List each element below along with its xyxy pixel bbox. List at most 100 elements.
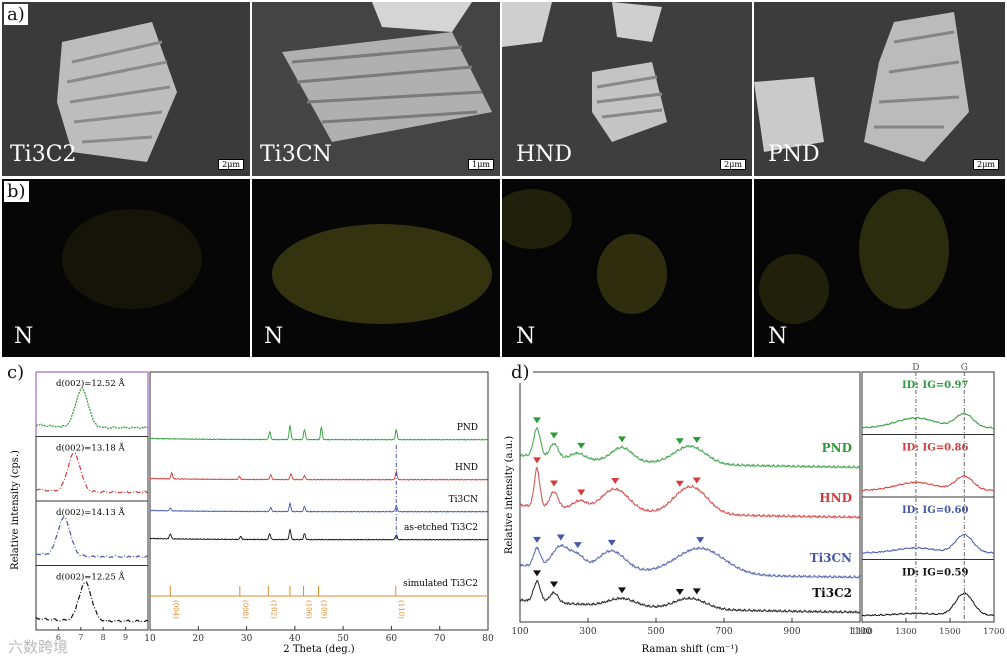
raman-tick-label: 700 [715,627,732,637]
peak-marker [550,581,558,588]
dg-ratio-label: ID: IG=0.59 [902,568,969,579]
dg-series-line [861,475,995,492]
inset-tick-label: 9 [123,633,128,642]
edx-label: N [264,324,284,349]
xrd-tick-label: 80 [482,634,494,644]
xrd-tick-label: 50 [337,634,349,644]
peak-marker [675,588,684,595]
sem-label: Ti3C2 [10,142,77,167]
g-band-label: G [961,363,968,373]
edx-dots [754,179,1005,357]
raman-series-label: PND [822,441,852,455]
raman-series-label: Ti3C2 [812,586,852,600]
xrd-series-line [149,528,489,541]
xrd-tick-label: 20 [193,634,205,644]
watermark: 六数跨境 [8,638,69,656]
peak-marker [692,477,701,484]
peak-marker [692,588,701,595]
dg-tick-label: 1300 [895,627,917,637]
peak-marker [556,534,565,541]
peak-marker [692,436,701,443]
inset-tick-label: 8 [101,633,106,642]
dg-frame [861,559,995,623]
edx-label: N [768,324,788,349]
peak-marker [675,480,684,487]
xrd-series-line [149,501,489,513]
dg-series-line [861,592,995,617]
raman-series-label: Ti3CN [810,551,852,565]
xrd-series-label: simulated Ti3C2 [403,579,478,589]
sem-image-ti3c2: Ti3C2 2μm [2,2,250,176]
raman-tick-label: 900 [783,627,800,637]
panel-label-c: c) [4,362,28,383]
x-axis-label: 2 Theta (deg.) [283,644,355,655]
sim-peak-label: (110) [397,600,405,619]
dg-tick-label: 1700 [983,627,1005,637]
sem-image-hnd: HND 2μm [502,2,752,176]
raman-frame [519,371,861,623]
edx-label: N [14,324,34,349]
peak-marker [533,417,541,424]
xrd-tick-label: 40 [289,634,301,644]
dg-ratio-label: ID: IG=0.97 [902,380,969,391]
xrd-series-line [149,469,489,481]
peak-marker [611,478,620,485]
xrd-tick-label: 10 [144,634,156,644]
inset-series-line [35,581,149,623]
y-axis-label: Relative intensity (a.u.) [504,436,515,554]
edx-dots [252,179,500,357]
sem-label: Ti3CN [260,142,332,167]
raman-tick-label: 500 [647,627,664,637]
sem-texture-hnd [502,2,752,176]
peak-marker [533,570,541,577]
peak-marker [533,457,541,464]
xrd-frame [149,371,489,631]
raman-series-line [519,579,861,614]
raman-series-line [519,426,861,469]
panel-label-d: d) [508,362,533,383]
d-band-label: D [912,363,919,373]
raman-tick-label: 300 [579,627,596,637]
sim-peak-label: (102) [269,600,277,619]
scale-bar: 2μm [720,159,746,170]
xrd-series-label: HND [455,463,478,473]
peak-marker [618,587,626,594]
y-axis-label: Relative intensity (cps.) [10,450,21,570]
xrd-series-label: PND [457,423,478,433]
sem-label: PND [768,142,820,167]
inset-annotation: d(002)=13.18 Å [56,442,125,454]
edx-map-ti3c2: N [2,179,250,357]
xrd-chart: Relative intensity (cps.) d(002)=12.52 Å d… [10,371,494,655]
peak-marker [577,442,586,449]
dg-series-line [861,412,995,429]
edx-map-ti3cn: N [252,179,500,357]
edx-dots [502,179,752,357]
edx-map-hnd: N [502,179,752,357]
edx-label: N [516,324,536,349]
sem-image-ti3cn: Ti3CN 1μm [252,2,500,176]
inset-tick-label: 6 [56,633,61,642]
inset-series-line [35,386,149,430]
raman-chart: Relative intensity (a.u.) PND HND Ti3CN Ti3C… [504,363,1005,655]
xrd-tick-label: 60 [386,634,398,644]
scale-bar: 2μm [973,159,999,170]
raman-series-line [519,466,861,520]
xrd-series-line [149,424,489,441]
peak-marker [618,436,626,443]
sim-peak-label: (109) [320,600,328,619]
inset-annotation: d(002)=12.52 Å [56,377,125,389]
peak-marker [573,542,582,549]
dg-tick-label: 1100 [851,627,873,637]
raman-series-line [519,544,861,580]
raman-tick-label: 100 [511,627,528,637]
inset-frame [35,565,149,631]
sem-texture-pnd [754,2,1005,176]
sem-texture-ti3c2 [2,2,250,176]
peak-marker [696,537,705,544]
x-axis-label: Raman shift (cm⁻¹) [642,644,739,655]
inset-series-line [35,452,149,494]
peak-marker [533,536,541,543]
xrd-tick-label: 70 [434,634,446,644]
sim-peak-label: (008) [241,600,249,619]
peak-marker [550,432,558,439]
